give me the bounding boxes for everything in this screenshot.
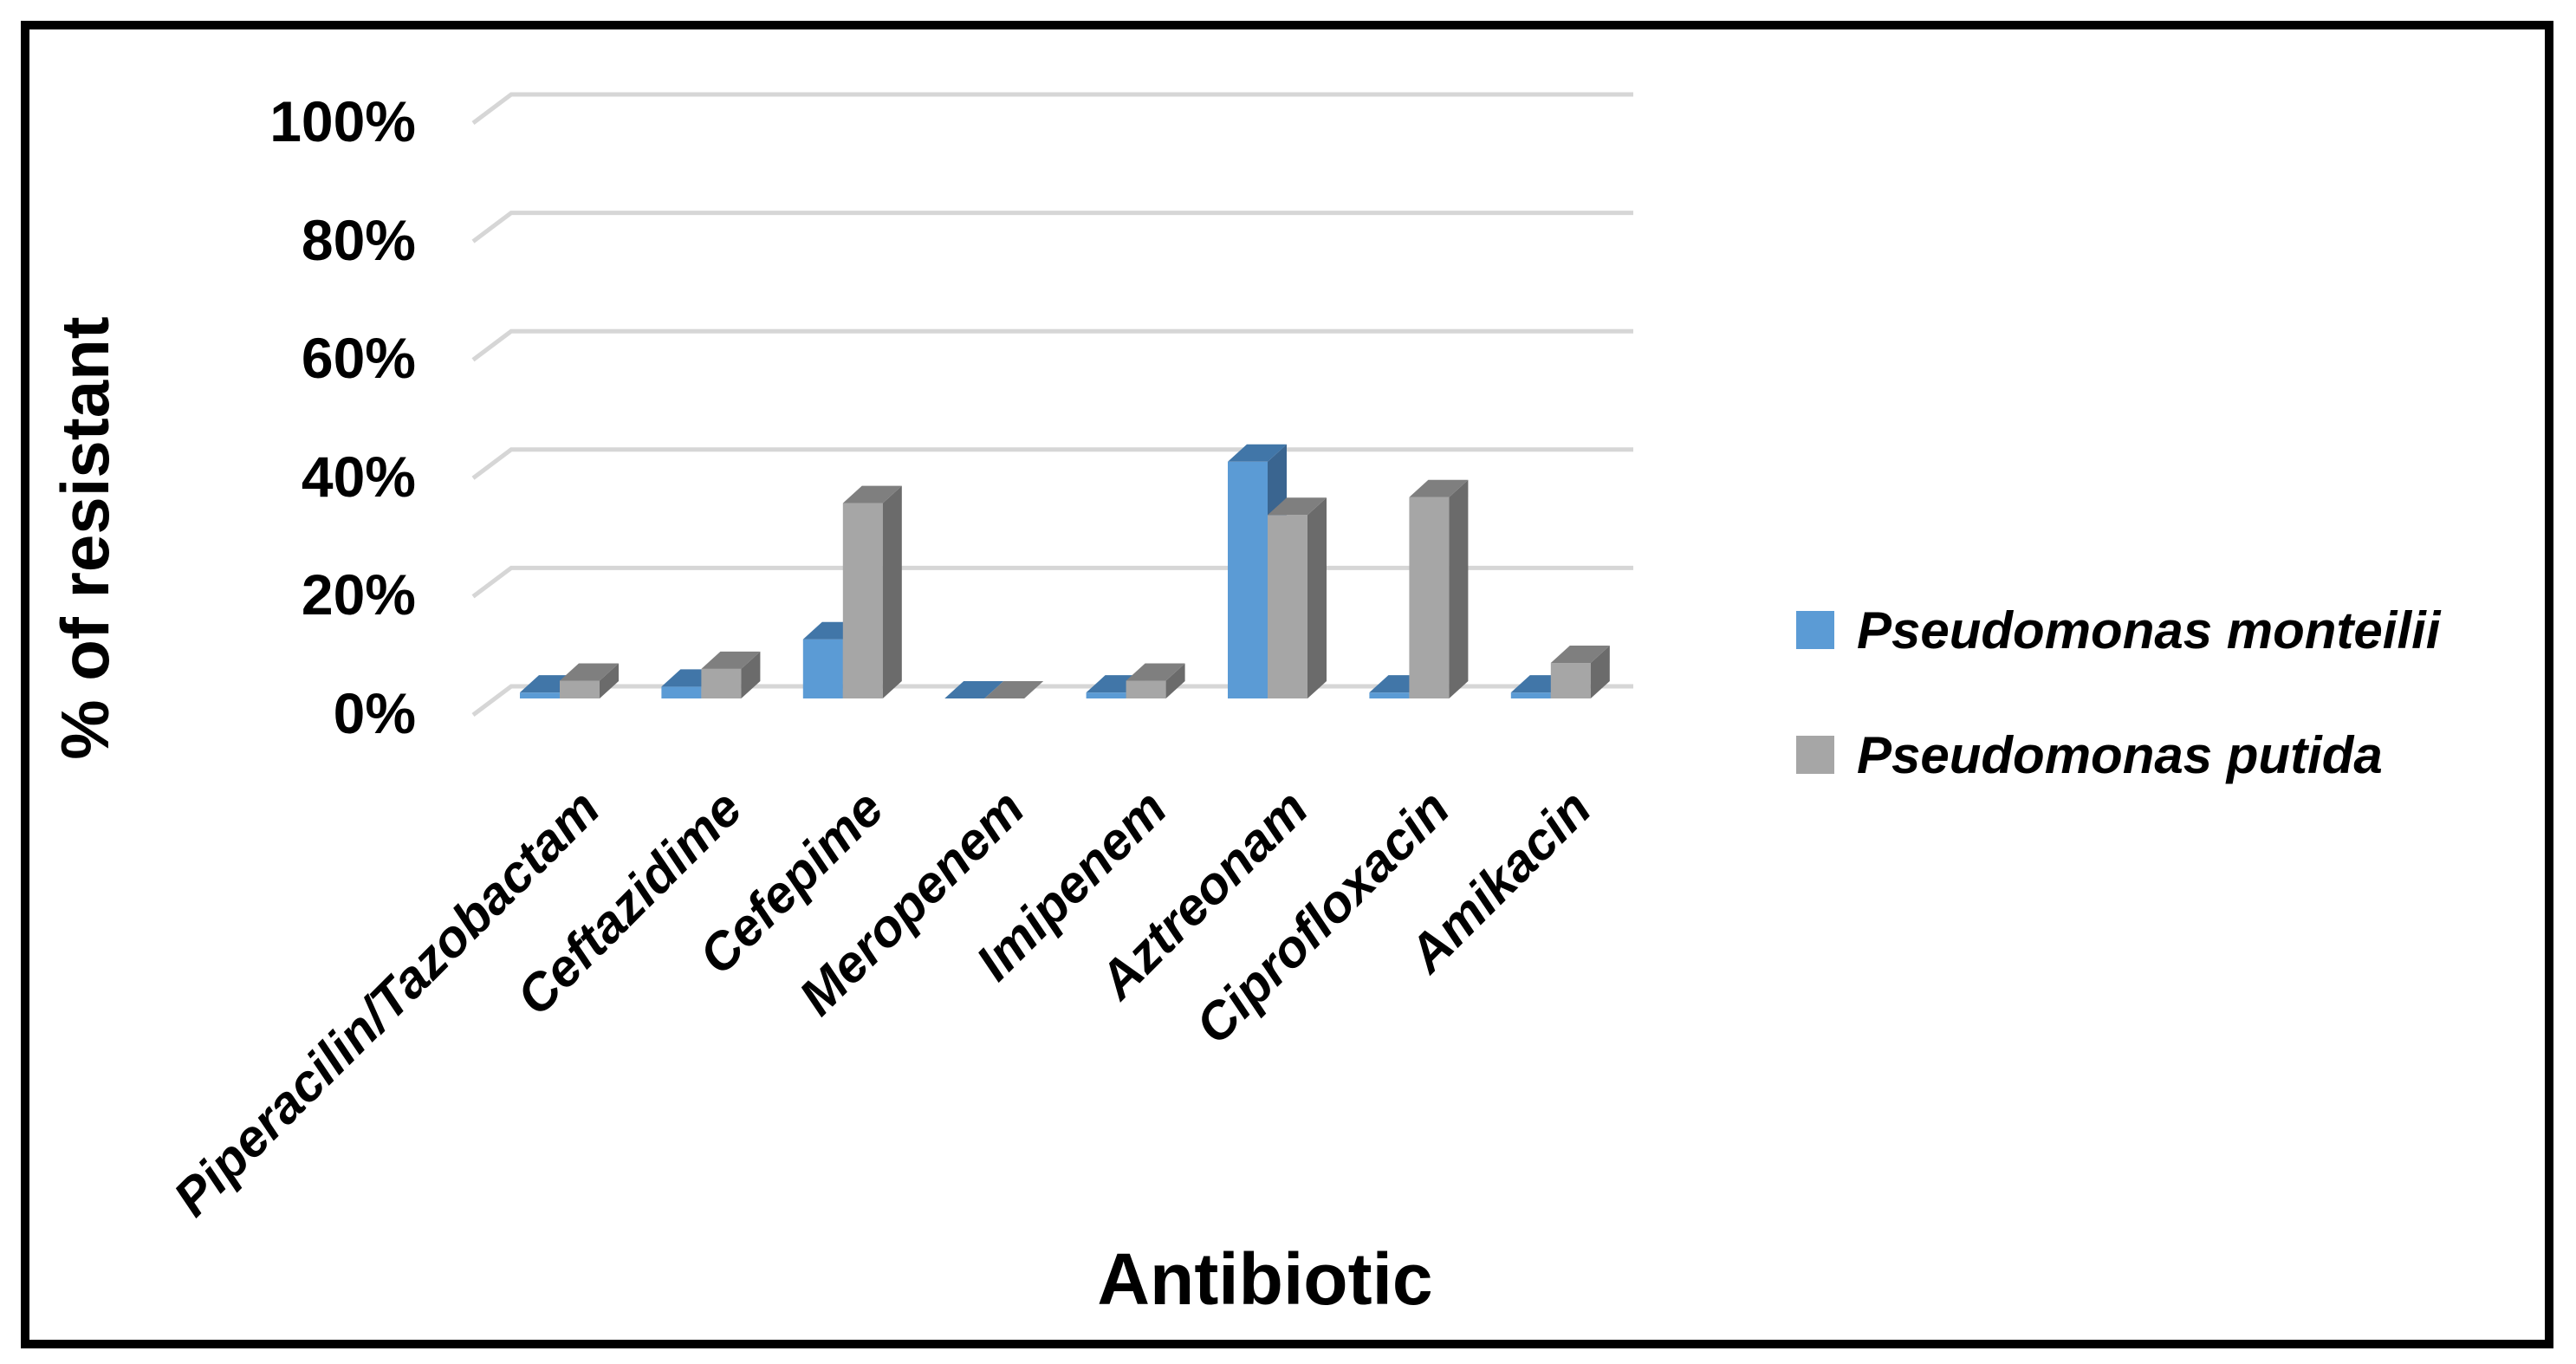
bar-front-Piperacilin/Tazobactam <box>560 680 600 698</box>
bar-front-Ceftazidime <box>701 668 742 698</box>
y-axis-tick-label: 80% <box>301 207 416 272</box>
legend-label: Pseudomonas putida <box>1857 725 2383 784</box>
y-axis-tick-label: 20% <box>301 562 416 627</box>
bar-top-Ciprofloxacin <box>1409 479 1469 497</box>
gridline <box>471 92 1633 125</box>
bar-front-Imipenem <box>1086 692 1126 698</box>
bar-side-Ciprofloxacin <box>1449 479 1469 698</box>
bar-front-Cefepime <box>842 503 883 698</box>
y-axis-tick-label: 0% <box>333 681 416 745</box>
bar-front-Amikacin <box>1550 663 1591 698</box>
bar-side-Cefepime <box>882 485 902 698</box>
bar-top-Meropenem <box>984 681 1044 698</box>
bar-side-Piperacilin/Tazobactam <box>600 663 619 698</box>
bar-top-Ceftazidime <box>701 651 761 669</box>
bar-front-Ciprofloxacin <box>1369 692 1410 698</box>
bar-top-Piperacilin/Tazobactam <box>560 663 619 681</box>
bar-front-Imipenem <box>1126 680 1166 698</box>
bar-front-Cefepime <box>802 639 843 698</box>
gridline <box>471 328 1633 362</box>
legend-swatch-gray-icon <box>1796 736 1834 774</box>
bar-side-Aztreonam <box>1307 497 1327 698</box>
legend-entry-monteilii: Pseudomonas monteilii <box>1796 593 2440 667</box>
gridline <box>471 211 1633 244</box>
bar-side-Ceftazidime <box>741 651 761 698</box>
bar-front-Ceftazidime <box>661 686 702 698</box>
bar-front-Amikacin <box>1510 692 1551 698</box>
bar-top-Amikacin <box>1550 646 1610 664</box>
legend-label: Pseudomonas monteilii <box>1857 601 2441 659</box>
bar-front-Aztreonam <box>1268 515 1307 698</box>
bar-top-Meropenem <box>944 681 1004 698</box>
bar-top-Cefepime <box>842 485 902 503</box>
bar-front-Piperacilin/Tazobactam <box>520 692 560 698</box>
legend-entry-putida: Pseudomonas putida <box>1796 718 2383 792</box>
legend-swatch-blue-icon <box>1796 611 1834 649</box>
bar-side-Imipenem <box>1165 663 1185 698</box>
bar-front-Aztreonam <box>1228 461 1268 698</box>
bar-top-Aztreonam <box>1228 444 1287 462</box>
bar-top-Imipenem <box>1126 663 1185 681</box>
y-axis-tick-label: 60% <box>301 326 416 391</box>
bar-top-Aztreonam <box>1268 497 1327 516</box>
bar-front-Ciprofloxacin <box>1409 497 1450 698</box>
figure-border <box>21 21 2553 1348</box>
y-axis-tick-label: 40% <box>301 444 416 509</box>
bar-side-Amikacin <box>1590 646 1610 698</box>
x-axis-title: Antibiotic <box>1097 1238 1433 1320</box>
y-axis-tick-label: 100% <box>269 89 416 153</box>
